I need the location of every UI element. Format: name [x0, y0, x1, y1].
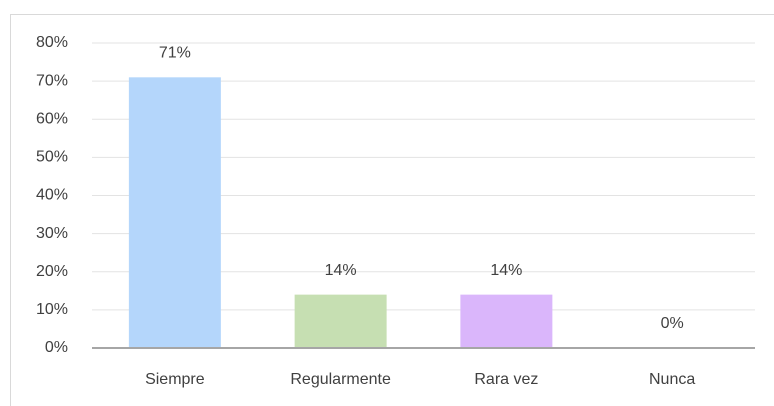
- y-tick-label: 80%: [36, 34, 68, 51]
- x-tick-label: Nunca: [649, 371, 695, 388]
- bar: [460, 294, 553, 348]
- bar: [294, 294, 387, 348]
- x-tick-label: Siempre: [145, 371, 205, 388]
- y-tick-label: 50%: [36, 149, 68, 166]
- y-tick-label: 40%: [36, 187, 68, 204]
- y-tick-label: 30%: [36, 225, 68, 242]
- x-tick-label: Regularmente: [290, 371, 391, 388]
- data-label: 14%: [490, 262, 522, 279]
- data-label: 71%: [159, 45, 191, 62]
- y-tick-label: 20%: [36, 263, 68, 280]
- y-tick-label: 10%: [36, 301, 68, 318]
- bar: [128, 77, 221, 348]
- y-tick-label: 70%: [36, 72, 68, 89]
- y-tick-label: 60%: [36, 110, 68, 127]
- y-tick-label: 0%: [45, 339, 68, 356]
- x-tick-label: Rara vez: [474, 371, 538, 388]
- data-label: 0%: [661, 315, 684, 332]
- data-label: 14%: [325, 262, 357, 279]
